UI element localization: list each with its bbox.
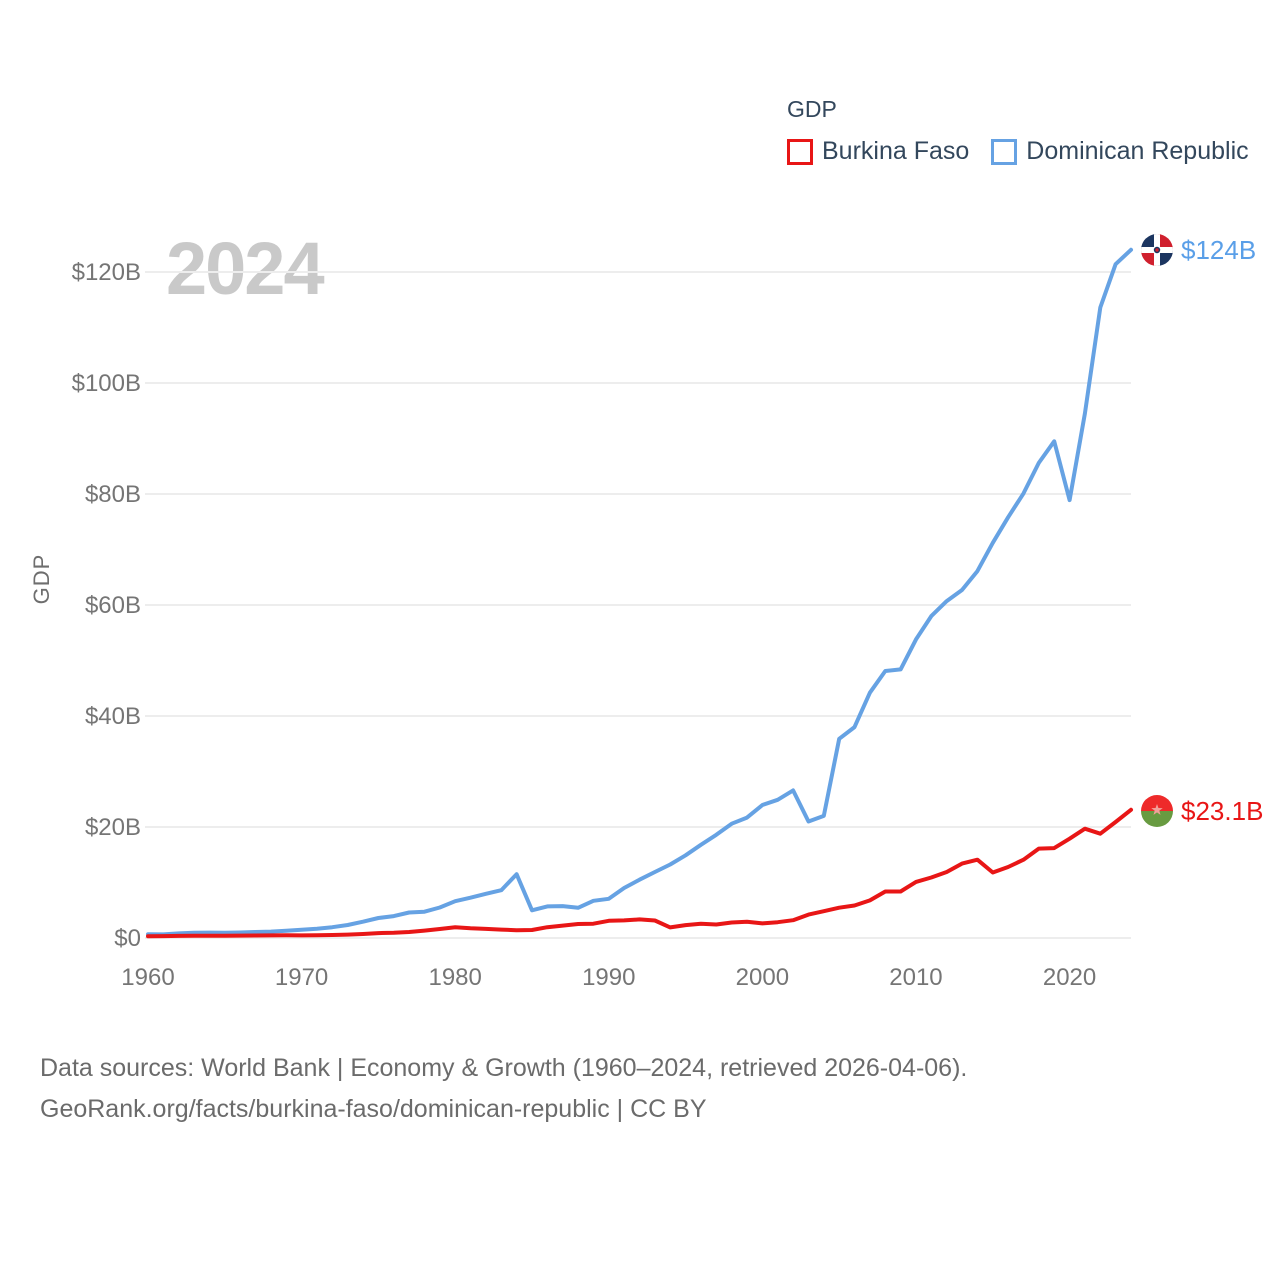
series-line-burkina-faso [146, 807, 1133, 939]
y-tick-label: $120B [72, 259, 141, 286]
end-label-burkina-faso: $23.1B [1141, 795, 1263, 827]
dominican-republic-flag-icon [1141, 234, 1173, 266]
x-tick-label: 1960 [121, 964, 174, 991]
x-tick-label: 1970 [275, 964, 328, 991]
data-sources-footer: Data sources: World Bank | Economy & Gro… [40, 1048, 967, 1130]
series-line-dominican-republic [146, 247, 1133, 937]
footer-url-line[interactable]: GeoRank.org/facts/burkina-faso/dominican… [40, 1095, 707, 1123]
y-tick-label: $80B [85, 481, 141, 508]
x-tick-label: 1990 [582, 964, 635, 991]
y-tick-label: $60B [85, 592, 141, 619]
dominican-republic-end-value: $124B [1181, 234, 1257, 265]
x-tick-label: 2000 [736, 964, 789, 991]
burkina-faso-end-value: $23.1B [1181, 795, 1264, 826]
legend-item-dominican-republic[interactable]: Dominican Republic [991, 137, 1249, 166]
year-watermark: 2024 [166, 227, 325, 310]
burkina-faso-flag-icon [1141, 795, 1173, 827]
y-tick-label: $100B [72, 370, 141, 397]
legend-label-dominican-republic: Dominican Republic [1026, 137, 1249, 165]
y-tick-label: $40B [85, 703, 141, 730]
legend-item-burkina-faso[interactable]: Burkina Faso [787, 137, 969, 166]
end-label-dominican-republic: $124B [1141, 234, 1256, 266]
x-tick-label: 2010 [889, 964, 942, 991]
y-tick-label: $0 [114, 925, 141, 952]
y-tick-label: $20B [85, 814, 141, 841]
x-tick-label: 2020 [1043, 964, 1096, 991]
footer-sources-line: Data sources: World Bank | Economy & Gro… [40, 1054, 968, 1082]
chart-legend: GDP Burkina Faso Dominican Republic [787, 96, 1249, 166]
x-tick-label: 1980 [428, 964, 481, 991]
legend-row: Burkina Faso Dominican Republic [787, 137, 1249, 166]
burkina-faso-swatch [787, 138, 813, 165]
legend-label-burkina-faso: Burkina Faso [822, 137, 970, 165]
legend-title: GDP [787, 96, 837, 122]
dominican-republic-swatch [991, 138, 1018, 165]
